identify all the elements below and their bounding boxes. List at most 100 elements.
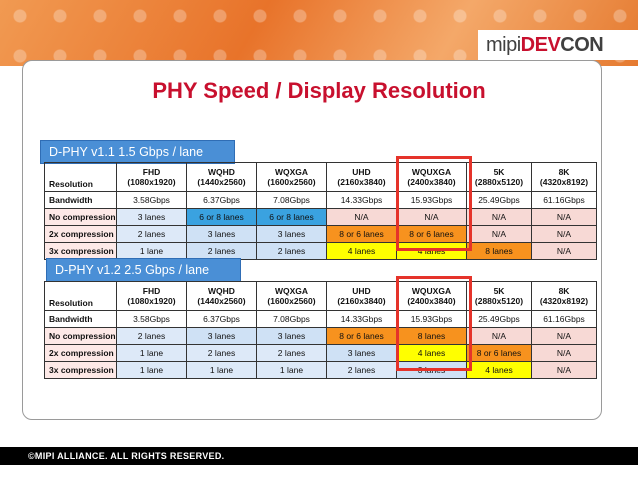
- header-name: FHD: [142, 286, 161, 296]
- table-row: Bandwidth 3.58Gbps 6.37Gbps 7.08Gbps 14.…: [44, 310, 597, 328]
- table-cell: N/A: [531, 208, 597, 226]
- table-cell: N/A: [466, 327, 532, 345]
- header-detail: (1080x1920): [127, 177, 176, 187]
- header-label: Resolution: [49, 298, 93, 308]
- table-cell: 7.08Gbps: [256, 310, 327, 328]
- table-row: 3x compression 1 lane 2 lanes 2 lanes 4 …: [44, 242, 597, 260]
- table-cell: 4 lanes: [396, 242, 467, 260]
- row-label: 3x compression: [44, 361, 117, 379]
- table-row: No compression 2 lanes 3 lanes 3 lanes 8…: [44, 327, 597, 345]
- table-cell: 25.49Gbps: [466, 191, 532, 209]
- table-cell: 4 lanes: [396, 344, 467, 362]
- header-cell: FHD (1080x1920): [116, 162, 187, 192]
- table-row: 2x compression 1 lane 2 lanes 2 lanes 3 …: [44, 344, 597, 362]
- table-cell: 3.58Gbps: [116, 310, 187, 328]
- header-name: 5K: [493, 286, 505, 296]
- section-label-dphy-v12: D-PHY v1.2 2.5 Gbps / lane: [46, 258, 241, 282]
- table-cell: 6 or 8 lanes: [186, 208, 257, 226]
- wquxga-highlight-box: [396, 276, 472, 371]
- header-name: WQUXGA: [411, 167, 452, 177]
- header-detail: (2160x3840): [337, 177, 386, 187]
- header-detail: (1080x1920): [127, 296, 176, 306]
- table-cell: 3.58Gbps: [116, 191, 187, 209]
- header-label: Resolution: [49, 179, 93, 189]
- header-name: FHD: [142, 167, 161, 177]
- table-cell: 14.33Gbps: [326, 310, 397, 328]
- table-cell: N/A: [531, 361, 597, 379]
- table-cell: 6.37Gbps: [186, 310, 257, 328]
- header-name: WQHD: [208, 167, 235, 177]
- header-cell: 5K (2880x5120): [466, 162, 532, 192]
- logo-background: [478, 30, 638, 60]
- table-cell: 3 lanes: [326, 344, 397, 362]
- table-cell: 4 lanes: [326, 242, 397, 260]
- table-cell: 61.16Gbps: [531, 310, 597, 328]
- table-header-row: Resolution FHD (1080x1920) WQHD (1440x2560…: [44, 162, 597, 192]
- header-name: WQHD: [208, 286, 235, 296]
- table-row: No compression 3 lanes 6 or 8 lanes 6 or…: [44, 208, 597, 226]
- table-cell: 2 lanes: [186, 344, 257, 362]
- header-detail: (1600x2560): [267, 296, 316, 306]
- table-cell: 1 lane: [116, 344, 187, 362]
- header-name: 8K: [558, 167, 570, 177]
- footer-bar: ©MIPI ALLIANCE. ALL RIGHTS RESERVED.: [0, 447, 638, 465]
- table-cell: 8 or 6 lanes: [326, 225, 397, 243]
- header-name: WQUXGA: [411, 286, 452, 296]
- wquxga-highlight-box: [396, 156, 472, 251]
- table-cell: N/A: [466, 225, 532, 243]
- copyright-text: ©MIPI ALLIANCE. ALL RIGHTS RESERVED.: [28, 451, 225, 461]
- table-cell: 2 lanes: [116, 327, 187, 345]
- header-detail: (2400x3840): [407, 177, 456, 187]
- table-cell: 4 lanes: [466, 361, 532, 379]
- row-label: Bandwidth: [44, 191, 117, 209]
- header-detail: (2400x3840): [407, 296, 456, 306]
- table-cell: 61.16Gbps: [531, 191, 597, 209]
- header-cell: Resolution: [44, 162, 117, 192]
- header-cell: WQXGA (1600x2560): [256, 281, 327, 311]
- table-row: 3x compression 1 lane 1 lane 1 lane 2 la…: [44, 361, 597, 379]
- table-dphy-v12: Resolution FHD (1080x1920) WQHD (1440x2560…: [44, 281, 597, 379]
- header-detail: (1440x2560): [197, 177, 246, 187]
- header-cell: 5K (2880x5120): [466, 281, 532, 311]
- header-detail: (1440x2560): [197, 296, 246, 306]
- header-name: UHD: [352, 167, 371, 177]
- table-cell: 1 lane: [256, 361, 327, 379]
- table-cell: 2 lanes: [186, 242, 257, 260]
- table-cell: 6.37Gbps: [186, 191, 257, 209]
- table-cell: 14.33Gbps: [326, 191, 397, 209]
- table-cell: 7.08Gbps: [256, 191, 327, 209]
- table-cell: N/A: [531, 225, 597, 243]
- header-cell: WQHD (1440x2560): [186, 281, 257, 311]
- table-cell: 3 lanes: [186, 225, 257, 243]
- logo-dev: DEV: [520, 34, 561, 56]
- row-label: 2x compression: [44, 344, 117, 362]
- header-name: WQXGA: [274, 167, 309, 177]
- table-header-row: Resolution FHD (1080x1920) WQHD (1440x2560…: [44, 281, 597, 311]
- table-cell: 6 or 8 lanes: [256, 208, 327, 226]
- slide-title: PHY Speed / Display Resolution: [152, 78, 486, 103]
- table-cell: N/A: [531, 242, 597, 260]
- table-cell: 1 lane: [186, 361, 257, 379]
- table-cell: 3 lanes: [256, 327, 327, 345]
- table-row: 2x compression 2 lanes 3 lanes 3 lanes 8…: [44, 225, 597, 243]
- header-detail: (2880x5120): [474, 177, 524, 187]
- header-detail: (4320x8192): [539, 296, 589, 306]
- table-cell: 2 lanes: [256, 344, 327, 362]
- header-cell: UHD (2160x3840): [326, 281, 397, 311]
- logo-con: CON: [560, 34, 604, 56]
- table-cell: N/A: [531, 344, 597, 362]
- header-detail: (2880x5120): [474, 296, 524, 306]
- table-cell: 2 lanes: [326, 361, 397, 379]
- table-cell: 2 lanes: [256, 242, 327, 260]
- row-label: No compression: [44, 208, 117, 226]
- header-name: 8K: [558, 286, 570, 296]
- header-cell: 8K (4320x8192): [531, 281, 597, 311]
- header-cell: WQXGA (1600x2560): [256, 162, 327, 192]
- row-label: 3x compression: [44, 242, 117, 260]
- table-cell: 3 lanes: [256, 225, 327, 243]
- table-cell: N/A: [466, 208, 532, 226]
- header-cell: Resolution: [44, 281, 117, 311]
- logo-mipi: mipi: [486, 34, 521, 56]
- header-name: 5K: [493, 167, 505, 177]
- row-label: Bandwidth: [44, 310, 117, 328]
